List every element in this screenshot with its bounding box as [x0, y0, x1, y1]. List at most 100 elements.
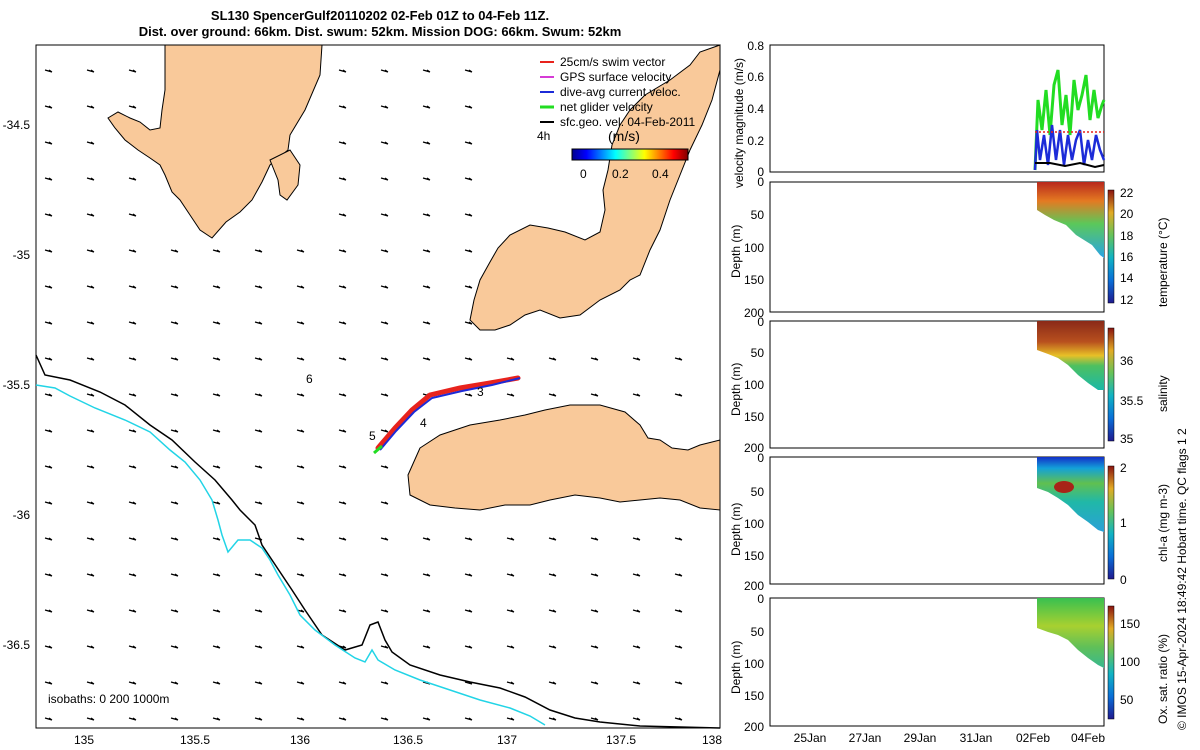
time-axis-ticks: 25Jan 27Jan 29Jan 31Jan 02Feb 04Feb — [794, 731, 1106, 745]
surface-velocity-arrow — [380, 609, 389, 613]
surface-velocity-arrow — [128, 285, 137, 289]
chl-y-tick-150: 150 — [744, 549, 764, 563]
surface-velocity-arrow — [380, 429, 389, 433]
surface-velocity-arrow — [506, 537, 515, 541]
surface-velocity-arrow — [380, 681, 389, 685]
surface-velocity-arrow — [590, 717, 599, 721]
vel-y-tick-0: 0 — [757, 165, 764, 179]
surface-velocity-arrow — [338, 537, 347, 541]
surface-velocity-arrow — [464, 213, 473, 217]
surface-velocity-arrow — [254, 285, 263, 289]
surface-velocity-arrow — [212, 537, 221, 541]
credit-text: © IMOS 15-Apr-2024 18:49:42 Hobart time.… — [1175, 428, 1189, 730]
surface-velocity-arrow — [464, 645, 473, 649]
chart-title-line-1: SL130 SpencerGulf20110202 02-Feb 01Z to … — [210, 8, 550, 23]
surface-velocity-arrow — [128, 645, 137, 649]
surface-velocity-arrow — [338, 357, 347, 361]
surface-velocity-arrow — [86, 213, 95, 217]
legend-label-gps: GPS surface velocity — [560, 70, 671, 84]
velocity-axes-box — [769, 44, 1105, 173]
surface-velocity-arrow — [296, 681, 305, 685]
vel-y-tick-0.6: 0.6 — [747, 70, 764, 84]
legend-label-swim: 25cm/s swim vector — [560, 55, 665, 69]
surface-velocity-arrow — [464, 285, 473, 289]
velocity-series-net — [1033, 69, 1106, 171]
time-tick-25Jan: 25Jan — [794, 731, 827, 745]
temp-y-tick-50: 50 — [751, 208, 765, 222]
sal-cbar-label: salinity — [1156, 375, 1170, 412]
glider-track-red — [375, 375, 521, 451]
surface-velocity-arrow — [170, 321, 179, 325]
surface-velocity-arrow — [506, 357, 515, 361]
velocity-axis-label: velocity magnitude (m/s) — [732, 58, 746, 188]
surface-velocity-arrow — [128, 321, 137, 325]
ox-y-tick-50: 50 — [751, 625, 765, 639]
surface-velocity-arrow — [296, 501, 305, 505]
map-y-tick--34.5: -34.5 — [3, 118, 31, 132]
isobath-1000m — [35, 384, 546, 726]
surface-velocity-arrow — [44, 537, 53, 541]
ox-cbar-tick-150: 150 — [1120, 617, 1140, 631]
temp-y-tick-0: 0 — [757, 175, 764, 189]
surface-velocity-arrow — [44, 717, 53, 721]
surface-velocity-arrow — [128, 357, 137, 361]
surface-velocity-arrow — [296, 285, 305, 289]
surface-velocity-arrow — [86, 465, 95, 469]
surface-velocity-arrow — [338, 69, 347, 73]
map-y-tick--36: -36 — [13, 508, 31, 522]
surface-velocity-arrow — [674, 645, 683, 649]
chl-cbar-tick-0: 0 — [1120, 573, 1127, 587]
surface-velocity-arrow — [254, 609, 263, 613]
surface-velocity-arrow — [464, 393, 473, 397]
surface-velocity-arrow — [674, 537, 683, 541]
chl-cbar-label: chl-a (mg m-3) — [1156, 484, 1170, 562]
map-x-tick-137: 137 — [497, 733, 517, 747]
surface-velocity-arrow — [338, 717, 347, 721]
surface-velocity-arrow — [254, 249, 263, 253]
surface-velocity-arrow — [632, 681, 641, 685]
salinity-section — [1037, 321, 1104, 390]
time-tick-04Feb: 04Feb — [1071, 731, 1105, 745]
sal-y-tick-150: 150 — [744, 410, 764, 424]
surface-velocity-arrow — [296, 573, 305, 577]
surface-velocity-arrow — [674, 393, 683, 397]
surface-velocity-arrow — [674, 609, 683, 613]
temp-cbar-tick-18: 18 — [1120, 229, 1134, 243]
temp-cbar-tick-14: 14 — [1120, 271, 1134, 285]
surface-velocity-arrow — [422, 69, 431, 73]
sal-cbar-tick-36: 36 — [1120, 354, 1134, 368]
surface-velocity-arrow — [338, 105, 347, 109]
ox-y-tick-200: 200 — [744, 720, 764, 734]
velocity-panel: 0 0.2 0.4 0.6 0.8 velocity magnitude (m/… — [732, 39, 1106, 188]
temp-y-tick-200: 200 — [744, 306, 764, 320]
waypoint-label-5: 5 — [369, 429, 376, 443]
surface-velocity-arrow — [254, 573, 263, 577]
surface-velocity-arrow — [128, 573, 137, 577]
surface-velocity-arrow — [44, 573, 53, 577]
surface-velocity-arrow — [86, 645, 95, 649]
surface-velocity-arrow — [128, 69, 137, 73]
chl-section — [1037, 457, 1104, 532]
surface-velocity-arrow — [548, 393, 557, 397]
surface-velocity-arrow — [170, 609, 179, 613]
surface-velocity-arrow — [212, 609, 221, 613]
surface-velocity-arrow — [86, 69, 95, 73]
surface-velocity-arrow — [170, 429, 179, 433]
surface-velocity-arrow — [128, 717, 137, 721]
kangaroo-island-land — [407, 404, 721, 511]
surface-velocity-arrow — [380, 645, 389, 649]
surface-velocity-arrow — [212, 717, 221, 721]
surface-velocity-arrow — [464, 69, 473, 73]
surface-velocity-arrow — [170, 357, 179, 361]
surface-velocity-arrow — [380, 321, 389, 325]
surface-velocity-arrow — [338, 177, 347, 181]
surface-velocity-arrow — [380, 285, 389, 289]
surface-velocity-arrow — [86, 105, 95, 109]
time-tick-29Jan: 29Jan — [904, 731, 937, 745]
surface-velocity-arrow — [86, 573, 95, 577]
surface-velocity-arrow — [422, 645, 431, 649]
surface-velocity-arrow — [254, 717, 263, 721]
map-x-tick-135: 135 — [74, 733, 94, 747]
surface-velocity-arrow — [44, 213, 53, 217]
legend-time-label: 4h — [537, 129, 550, 143]
